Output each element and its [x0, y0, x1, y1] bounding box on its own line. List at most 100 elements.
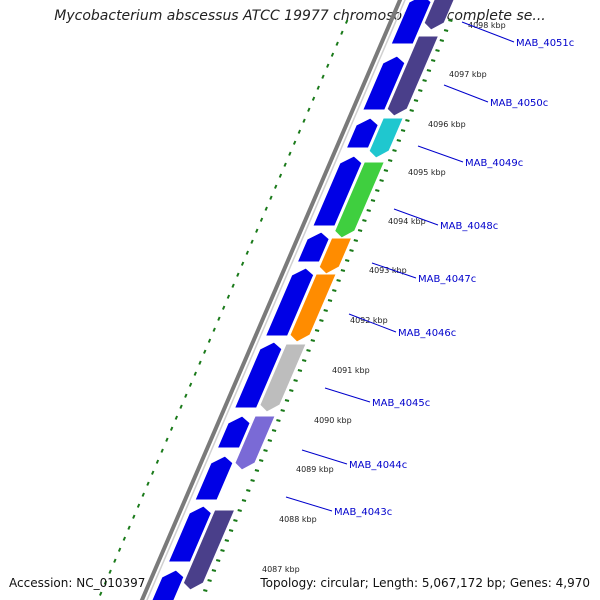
gene-label-mab_4050c[interactable]: MAB_4050c — [490, 98, 548, 109]
inner-tick — [366, 209, 371, 212]
inner-tick — [289, 389, 294, 392]
reverse-gene-mab_4044c[interactable] — [234, 415, 276, 471]
outer-tick — [240, 261, 245, 266]
kbp-marker: 4093 kbp — [369, 266, 407, 275]
forward-gene[interactable] — [390, 0, 432, 45]
forward-gene[interactable] — [216, 415, 251, 449]
inner-tick — [280, 409, 285, 412]
kbp-scale-labels: 4098 kbp 4097 kbp 4096 kbp 4095 kbp 4094 kbp… — [262, 21, 506, 574]
inner-tick — [293, 379, 298, 382]
outer-tick — [217, 316, 221, 321]
outer-tick — [117, 547, 122, 552]
inner-tick — [276, 419, 281, 422]
outer-tick — [283, 162, 287, 167]
reverse-gene-mab_4047c[interactable] — [318, 237, 353, 275]
inner-tick — [224, 539, 230, 542]
outer-tick — [103, 580, 108, 585]
kbp-marker: 4097 kbp — [449, 70, 487, 79]
inner-tick — [332, 289, 337, 292]
inner-tick — [233, 519, 238, 522]
outer-tick — [146, 481, 150, 486]
forward-gene[interactable] — [296, 231, 330, 263]
gene-leader-line — [324, 387, 371, 403]
inner-tick — [211, 569, 217, 572]
outer-tick — [122, 536, 127, 541]
gene-label-mab_4044c[interactable]: MAB_4044c — [349, 460, 407, 471]
inner-tick — [405, 119, 410, 122]
inner-tick-ring — [203, 19, 453, 592]
inner-tick — [241, 499, 247, 502]
inner-tick — [353, 239, 359, 242]
gene-label-mab_4043c[interactable]: MAB_4043c — [334, 507, 392, 518]
gene-label-mab_4048c[interactable]: MAB_4048c — [440, 221, 498, 232]
outer-tick — [302, 118, 306, 123]
inner-tick — [250, 479, 255, 482]
gene-label-mab_4049c[interactable]: MAB_4049c — [465, 158, 523, 169]
reverse-gene-mab_4045c[interactable] — [259, 343, 307, 413]
outer-tick — [193, 371, 197, 376]
gene-label-mab_4047c[interactable]: MAB_4047c — [418, 274, 476, 285]
inner-tick — [323, 309, 328, 312]
reverse-gene-mab_4043c[interactable] — [182, 509, 236, 591]
inner-tick — [387, 159, 393, 162]
inner-tick — [246, 489, 251, 492]
inner-tick — [349, 249, 354, 252]
outer-tick — [231, 283, 235, 288]
forward-gene[interactable] — [148, 569, 185, 600]
gene-leader-line — [348, 313, 397, 333]
forward-gene[interactable] — [312, 155, 363, 227]
reverse-gene-mab_4049c[interactable] — [368, 117, 405, 159]
inner-tick — [400, 129, 406, 132]
reverse-gene-mab_4050c[interactable] — [386, 35, 440, 117]
inner-tick — [254, 469, 260, 472]
inner-tick — [258, 459, 264, 462]
inner-tick — [228, 529, 234, 532]
forward-gene[interactable] — [167, 505, 213, 563]
outer-tick — [236, 272, 240, 277]
outer-tick — [340, 30, 344, 35]
inner-tick — [383, 169, 389, 172]
outer-tick — [297, 129, 302, 134]
inner-tick — [379, 179, 384, 182]
inner-tick — [271, 429, 277, 432]
outer-tick — [307, 107, 311, 112]
inner-tick — [297, 369, 303, 372]
outer-tick — [344, 19, 349, 24]
gene-labels: MAB_4051c MAB_4050c MAB_4049c MAB_4048c MAB_… — [285, 21, 574, 518]
inner-tick — [435, 49, 440, 52]
inner-tick — [306, 349, 311, 352]
inner-tick — [448, 19, 453, 22]
kbp-marker: 4092 kbp — [350, 316, 388, 325]
inner-tick — [267, 439, 273, 442]
kbp-marker: 4094 kbp — [388, 217, 426, 226]
forward-gene[interactable] — [233, 341, 283, 409]
gene-label-mab_4045c[interactable]: MAB_4045c — [372, 398, 430, 409]
inner-tick — [336, 279, 341, 282]
forward-gene[interactable] — [194, 455, 234, 501]
reverse-gene-mab_4046c[interactable] — [289, 273, 337, 343]
gene-leader-line — [461, 21, 515, 43]
outer-tick — [184, 393, 188, 398]
gene-label-mab_4051c[interactable]: MAB_4051c — [516, 38, 574, 49]
outer-tick — [207, 338, 212, 343]
inner-tick — [319, 319, 324, 322]
forward-gene[interactable] — [361, 55, 406, 111]
gene-label-mab_4046c[interactable]: MAB_4046c — [398, 328, 456, 339]
inner-tick — [357, 229, 363, 232]
outer-tick — [188, 382, 193, 387]
forward-gene[interactable] — [345, 117, 379, 149]
outer-tick — [127, 525, 131, 530]
reverse-gene-mab_4048c[interactable] — [334, 161, 386, 239]
forward-gene[interactable] — [264, 267, 315, 337]
inner-tick — [263, 449, 268, 452]
inner-tick — [375, 189, 380, 192]
reverse-gene-mab_4051c[interactable] — [423, 0, 458, 31]
outer-tick-ring — [99, 19, 349, 596]
gene-leader-line — [285, 496, 333, 512]
outer-tick — [99, 591, 103, 596]
outer-tick — [136, 503, 141, 508]
outer-tick — [174, 415, 179, 420]
outer-tick — [179, 404, 183, 409]
kbp-marker: 4090 kbp — [314, 416, 352, 425]
